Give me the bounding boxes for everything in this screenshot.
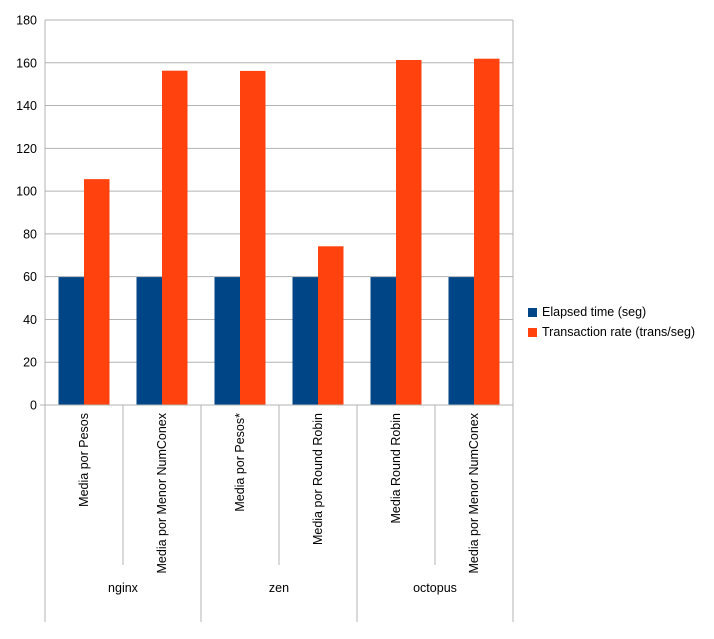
bar-transaction-rate [84, 179, 110, 405]
y-tick-label: 160 [16, 56, 37, 70]
legend: Elapsed time (seg) Transaction rate (tra… [528, 302, 695, 342]
category-label: Media por Menor NumConex [467, 412, 481, 573]
bar-transaction-rate [318, 246, 344, 405]
category-label: Media por Round Robin [311, 413, 325, 545]
bar-elapsed-time [292, 277, 318, 405]
legend-item-transaction-rate: Transaction rate (trans/seg) [528, 322, 695, 342]
bar-elapsed-time [448, 277, 474, 405]
legend-item-elapsed-time: Elapsed time (seg) [528, 302, 695, 322]
legend-label-transaction-rate: Transaction rate (trans/seg) [542, 325, 696, 339]
bar-elapsed-time [58, 277, 84, 405]
group-label: octopus [413, 581, 457, 595]
legend-swatch-elapsed-time [528, 307, 537, 317]
x-category-labels: Media por Pesos Media por Menor NumConex M… [77, 412, 481, 573]
y-tick-labels: 0 20 40 60 80 100 120 140 160 180 [16, 14, 37, 413]
category-label: Media por Menor NumConex [155, 412, 169, 573]
legend-label-elapsed-time: Elapsed time (seg) [542, 305, 647, 319]
y-tick-label: 180 [16, 14, 37, 28]
y-tick-label: 60 [23, 270, 37, 284]
category-label: Media por Pesos [77, 413, 91, 507]
y-tick-label: 80 [23, 227, 37, 241]
y-tick-label: 100 [16, 185, 37, 199]
group-label: nginx [108, 581, 139, 595]
category-label: Media Round Robin [389, 413, 403, 524]
bar-elapsed-time [214, 277, 240, 405]
bar-transaction-rate [240, 70, 266, 406]
group-label: zen [269, 581, 289, 595]
grid-lines [45, 19, 513, 406]
bar-transaction-rate [396, 59, 422, 405]
bar-elapsed-time [136, 277, 162, 405]
y-tick-label: 40 [23, 313, 37, 327]
legend-swatch-transaction-rate [528, 327, 537, 337]
y-tick-label: 20 [23, 356, 37, 370]
bar-transaction-rate [474, 58, 500, 405]
category-label: Media por Pesos* [233, 413, 247, 512]
bars [58, 58, 500, 406]
y-tick-label: 140 [16, 99, 37, 113]
y-tick-label: 120 [16, 142, 37, 156]
x-group-labels: nginx zen octopus [108, 581, 457, 595]
bar-elapsed-time [370, 277, 396, 405]
axes [40, 20, 514, 622]
y-tick-label: 0 [30, 399, 37, 413]
bar-transaction-rate [162, 70, 188, 406]
